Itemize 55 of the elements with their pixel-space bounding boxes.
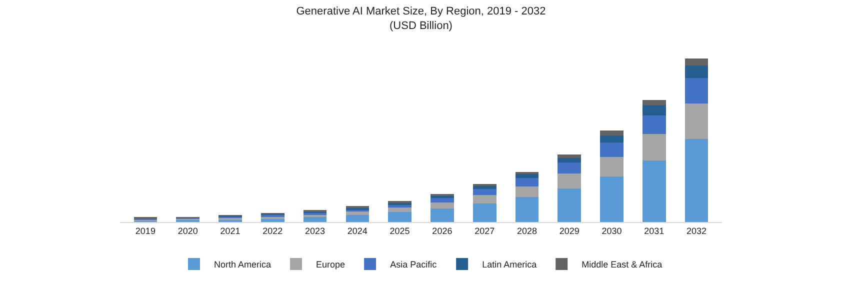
bar <box>388 208 412 212</box>
bar <box>558 173 582 188</box>
chart-title: Generative AI Market Size, By Region, 2019 - 2032 <box>296 6 546 18</box>
bar <box>346 212 370 216</box>
bar <box>642 105 666 116</box>
bar <box>515 178 539 187</box>
bar <box>600 156 624 177</box>
x-tick-label: 2019 <box>135 226 156 236</box>
bar <box>558 162 582 174</box>
bar <box>642 100 666 106</box>
bar <box>515 186 539 198</box>
bar <box>515 197 539 222</box>
x-tick-label: 2024 <box>347 226 368 236</box>
legend-label: North America <box>214 260 272 270</box>
x-tick-label: 2021 <box>220 226 240 236</box>
legend-label: Latin America <box>482 260 537 270</box>
bar <box>642 115 666 134</box>
x-tick-label: 2029 <box>559 226 580 236</box>
bar <box>642 134 666 161</box>
legend-label: Europe <box>316 260 346 270</box>
bar <box>600 130 624 136</box>
x-tick-label: 2027 <box>474 226 495 236</box>
x-tick-label: 2030 <box>602 226 622 236</box>
bar <box>558 188 582 222</box>
bar <box>472 189 496 196</box>
x-tick-label: 2025 <box>390 226 410 236</box>
bar <box>642 160 666 222</box>
legend-label: Middle East & Africa <box>582 260 662 270</box>
bar <box>472 195 496 204</box>
x-tick-label: 2023 <box>304 226 326 236</box>
bar <box>430 208 454 222</box>
bar <box>303 216 327 222</box>
bar <box>684 58 708 66</box>
bar <box>472 204 496 222</box>
bar <box>558 154 582 158</box>
bar <box>346 215 370 222</box>
x-tick-label: 2022 <box>262 226 283 236</box>
chart-subtitle: (USD Billion) <box>390 20 452 32</box>
legend-label: Asia Pacific <box>390 260 438 270</box>
bar <box>684 78 708 104</box>
bar <box>515 174 539 178</box>
x-tick-label: 2020 <box>178 226 198 236</box>
bar <box>388 212 412 222</box>
bar <box>430 202 454 208</box>
x-tick-label: 2032 <box>686 226 707 236</box>
bar <box>684 104 708 139</box>
x-tick-label: 2031 <box>644 226 664 236</box>
bar <box>684 65 708 78</box>
bar <box>600 136 624 142</box>
bar <box>558 158 582 163</box>
x-tick-label: 2026 <box>432 226 452 236</box>
bar <box>600 142 624 157</box>
bar <box>600 176 624 222</box>
x-tick-label: 2028 <box>516 226 538 236</box>
bar <box>684 138 708 222</box>
